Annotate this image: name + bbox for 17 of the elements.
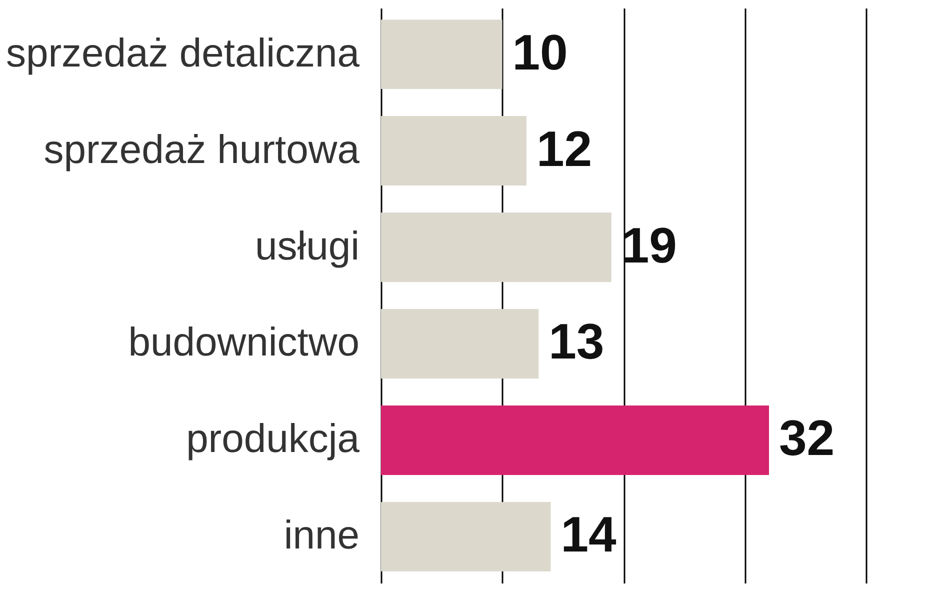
y-tick-label: produkcja <box>186 417 360 462</box>
y-tick-label: usługi <box>254 224 360 268</box>
data-label: 32 <box>779 410 835 466</box>
bar <box>381 405 769 475</box>
y-tick-label: sprzedaż detaliczna <box>6 31 360 76</box>
y-tick-label: budownictwo <box>128 320 360 365</box>
bar <box>381 502 551 572</box>
bar <box>381 116 526 186</box>
bar <box>381 20 502 90</box>
y-tick-label: inne <box>284 514 360 558</box>
data-label: 14 <box>560 506 617 563</box>
bar <box>381 212 612 282</box>
data-label: 12 <box>536 120 592 177</box>
data-label: 13 <box>548 314 604 370</box>
y-tick-label: sprzedaż hurtowa <box>44 128 360 172</box>
data-label: 10 <box>512 24 568 80</box>
bar <box>381 309 539 378</box>
